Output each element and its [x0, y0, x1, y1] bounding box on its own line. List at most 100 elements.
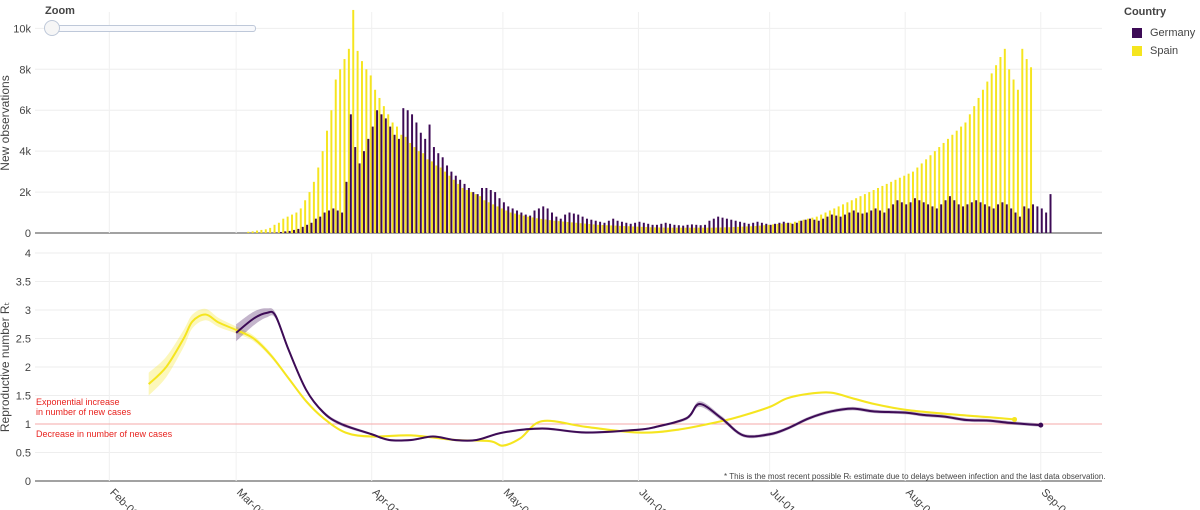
bar-germany: [450, 171, 453, 233]
x-tick: Apr-01: [370, 487, 402, 510]
bar-spain: [295, 212, 298, 233]
bar-germany: [1001, 202, 1004, 233]
bar-spain: [413, 147, 416, 233]
bar-spain: [863, 194, 866, 233]
bar-germany: [284, 231, 287, 233]
bar-germany: [393, 134, 396, 233]
bar-germany: [651, 224, 654, 233]
bar-spain: [640, 226, 643, 233]
bar-spain: [741, 226, 744, 233]
bar-spain: [544, 219, 547, 233]
bar-spain: [435, 165, 438, 233]
bar-germany: [826, 216, 829, 233]
bar-germany: [432, 147, 435, 233]
bar-germany: [677, 225, 680, 233]
bar-spain: [855, 198, 858, 233]
bar-spain: [439, 167, 442, 233]
bar-germany: [529, 215, 532, 233]
bottom-y-tick: 1: [25, 419, 31, 431]
bar-germany: [415, 122, 418, 233]
bar-spain: [785, 223, 788, 233]
bar-germany: [310, 222, 313, 233]
bar-germany: [362, 151, 365, 233]
bar-germany: [800, 220, 803, 233]
legend-item-spain[interactable]: Spain: [1124, 42, 1195, 60]
bar-spain: [658, 227, 661, 233]
bar-spain: [789, 222, 792, 233]
bar-germany: [979, 202, 982, 233]
bar-germany: [1036, 206, 1039, 233]
bar-spain: [706, 227, 709, 233]
bar-germany: [927, 204, 930, 233]
bar-spain: [361, 61, 363, 233]
bar-germany: [1032, 204, 1035, 233]
bar-germany: [542, 206, 545, 233]
bar-spain: [850, 200, 853, 233]
zoom-slider-handle[interactable]: [44, 20, 60, 36]
bar-spain: [334, 79, 337, 234]
bar-spain: [291, 214, 294, 233]
bar-spain: [728, 227, 731, 233]
bar-spain: [264, 229, 267, 233]
bar-germany: [472, 192, 475, 233]
bar-spain: [391, 122, 394, 233]
bar-spain: [579, 223, 582, 233]
bar-spain: [317, 167, 320, 233]
bar-germany: [975, 200, 978, 233]
bar-spain: [632, 226, 635, 233]
bar-germany: [629, 223, 632, 233]
bar-germany: [957, 204, 960, 233]
bar-spain: [339, 69, 342, 233]
top-panel-grid: [35, 12, 1102, 234]
bar-spain: [1016, 89, 1019, 233]
bar-spain: [479, 196, 482, 233]
bar-germany: [865, 212, 868, 233]
legend-label-germany: Germany: [1150, 27, 1196, 39]
bar-germany: [992, 208, 995, 233]
bar-spain: [452, 179, 455, 233]
x-axis: Feb-01 Mar-01 Apr-01 May-01 Jun-01 Jul-01 Aug-…: [107, 487, 1072, 510]
bar-germany: [332, 208, 335, 233]
bar-spain: [500, 208, 503, 233]
bar-germany: [367, 138, 370, 233]
bar-spain: [815, 216, 818, 233]
bar-spain: [430, 161, 433, 233]
bar-germany: [376, 110, 379, 233]
bar-spain: [977, 97, 980, 233]
bar-germany: [279, 231, 282, 233]
bar-spain: [575, 222, 578, 233]
bar-spain: [946, 138, 949, 233]
band-germany: [236, 308, 1041, 442]
bottom-y-axis-label: Reproductive number Rₜ: [0, 302, 12, 432]
bar-germany: [288, 230, 291, 233]
bar-spain: [627, 226, 630, 233]
bar-spain: [925, 159, 928, 233]
bar-germany: [397, 138, 400, 233]
bar-spain: [535, 218, 538, 233]
bar-spain: [903, 175, 906, 233]
last-point-germany: [1038, 422, 1044, 428]
bar-spain: [400, 134, 403, 233]
bar-spain: [995, 65, 998, 233]
line-germany: [235, 310, 1041, 442]
bottom-y-tick: 0.5: [16, 448, 31, 460]
bar-spain: [942, 142, 945, 233]
bar-spain: [566, 221, 569, 233]
legend: Country Germany Spain: [1124, 6, 1195, 60]
bar-germany: [524, 214, 527, 233]
bar-germany: [997, 204, 1000, 233]
bar-spain: [1008, 69, 1011, 233]
last-point-spain: [1012, 416, 1018, 422]
top-y-tick: 2k: [19, 187, 31, 199]
bar-germany: [275, 232, 278, 233]
bar-germany: [835, 215, 838, 233]
bar-germany: [481, 187, 484, 233]
bar-spain: [1030, 67, 1033, 233]
bar-germany: [411, 114, 414, 233]
bar-spain: [308, 192, 311, 233]
bar-germany: [507, 206, 510, 233]
bar-spain: [470, 192, 473, 233]
legend-item-germany[interactable]: Germany: [1124, 24, 1195, 42]
bar-spain: [592, 224, 595, 233]
zoom-slider-track[interactable]: [50, 25, 256, 32]
